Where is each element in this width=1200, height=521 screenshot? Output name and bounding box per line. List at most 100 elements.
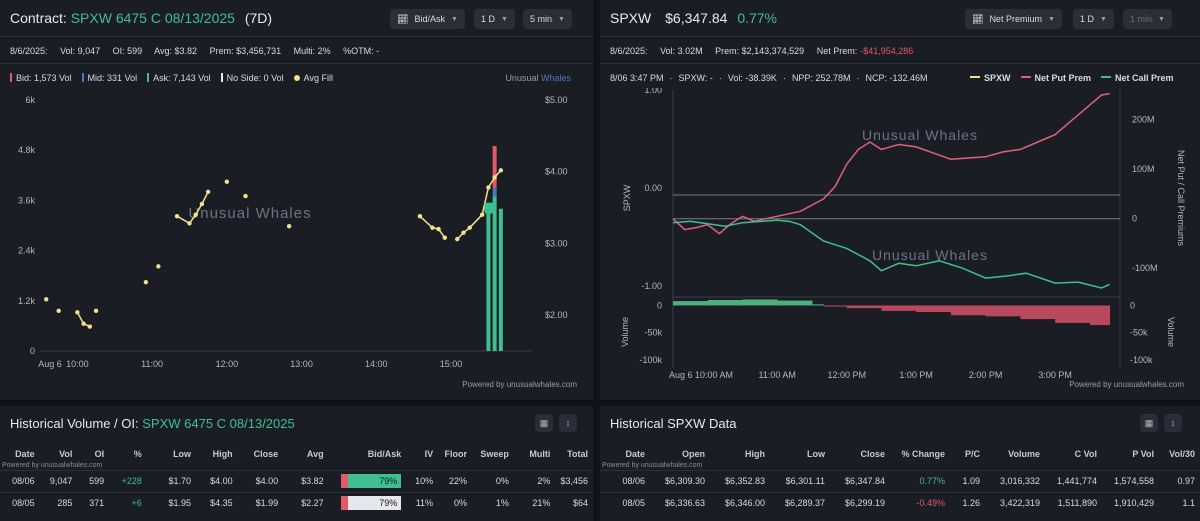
column-header[interactable]: High [212,449,233,459]
legend-ask[interactable]: Ask: 7,143 Vol [147,73,211,83]
powered-by[interactable]: Powered by unusualwhales.com [602,461,703,469]
contract-chart[interactable]: 0 1.2k 2.4k 3.6k 4.8k 6k $2.00 $3.00 $4.00 $5.00 A… [0,88,593,388]
column-header[interactable]: Floor [444,449,468,459]
chevron-down-icon: ▼ [1047,15,1055,23]
column-header[interactable]: Total [567,449,588,459]
spxw-title: SPXW $6,347.84 0.77% [610,10,777,26]
expand-icon[interactable]: ↕ [559,414,577,432]
column-header[interactable]: Multi [529,449,551,459]
table-cell: 1.1 [1159,491,1200,514]
avg-fill-point [492,175,497,180]
volume-area-segment [881,305,917,311]
avg-fill-point [75,310,80,315]
column-header[interactable]: Date [625,449,645,459]
expand-icon[interactable]: ↕ [1164,414,1182,432]
spxw-ticker[interactable]: SPXW [610,10,652,26]
column-header[interactable]: High [745,449,765,459]
range-value: 1 D [481,14,496,24]
divider [600,63,1200,64]
legend-no-side[interactable]: No Side: 0 Vol [220,73,284,83]
volume-area-segment [916,305,952,312]
contract-symbol[interactable]: SPXW 6475 C 08/13/2025 [70,10,235,26]
column-header[interactable]: % [133,449,142,459]
legend-ncp[interactable]: Net Call Prem [1101,73,1174,83]
column-header[interactable]: IV [424,449,434,459]
interval-dropdown[interactable]: 5 min ▼ [523,9,572,29]
calendar-icon[interactable]: ▦ [1140,414,1158,432]
powered-by[interactable]: Powered by unusualwhales.com [1069,380,1184,389]
stat-avg: Avg: $3.82 [154,46,198,56]
volume-area-segment [950,305,987,316]
table-row[interactable]: 08/05 285 371 +6 $1.95 $4.35 $1.99 $2.27 79% 11% 0… [0,491,593,514]
metric-dropdown[interactable]: 📈︎ Net Premium ▼ [965,9,1062,29]
legend-mid[interactable]: Mid: 331 Vol [81,73,137,83]
historical-spxw-table: Date Open High Low Close % Change P/C Volume C V… [600,447,1200,514]
table-cell: 22% [438,469,472,492]
column-header[interactable]: Low [807,449,825,459]
column-header[interactable]: Low [173,449,192,459]
powered-by[interactable]: Powered by unusualwhales.com [2,461,103,469]
interval-dropdown[interactable]: 1 min ▼ [1123,9,1172,29]
calendar-icon[interactable]: ▦ [535,414,553,432]
column-header[interactable]: Vol [59,449,73,459]
column-header[interactable]: Vol/30 [1169,449,1195,459]
table-cell: $6,301.11 [770,469,830,492]
column-header[interactable]: Date [15,449,35,459]
spxw-change: 0.77% [737,10,778,26]
column-header[interactable]: Sweep [480,449,509,459]
watermark: Unusual Whales [872,247,988,263]
table-cell: $6,346.00 [710,491,770,514]
chevron-down-icon: ▼ [1158,15,1165,23]
column-header[interactable]: OI [94,449,105,459]
x-tick-label: 14:00 [365,359,388,369]
bid-ask-bar: 79% [341,474,402,488]
column-header[interactable]: Bid/Ask [367,449,402,459]
table-row[interactable]: 08/05 $6,336.63 $6,346.00 $6,289.37 $6,299.1… [600,491,1200,514]
powered-by[interactable]: Powered by unusualwhales.com [462,380,577,389]
table-cell: +228 [109,469,147,492]
table-cell: 371 [77,491,110,514]
table-cell: 0.77% [890,469,950,492]
table-cell: 3,422,319 [985,491,1045,514]
avg-fill-point [44,297,49,302]
volume-area-segment [673,301,709,306]
legend-avg-fill[interactable]: Avg Fill [293,73,333,83]
table-row[interactable]: 08/06 $6,309.30 $6,352.83 $6,301.11 $6,347.8… [600,469,1200,492]
column-header[interactable]: Open [681,449,705,459]
column-header[interactable]: Close [253,449,279,459]
table-cell: 11% [406,491,439,514]
table-cell: 9,047 [39,469,78,492]
legend-npp[interactable]: Net Put Prem [1020,73,1091,83]
tooltip-ncp: NCP: -132.46M [865,73,928,83]
spxw-legend: SPXW Net Put Prem Net Call Prem [970,73,1174,83]
column-header[interactable]: Avg [306,449,324,459]
avg-fill-point [187,221,192,226]
column-header[interactable]: P Vol [1132,449,1154,459]
legend-spxw[interactable]: SPXW [970,73,1011,83]
y-tick-label: 1.2k [18,296,36,306]
column-header[interactable]: Close [860,449,885,459]
table-cell: $4.35 [196,491,238,514]
contract-legend: Bid: 1,573 Vol Mid: 331 Vol Ask: 7,143 V… [10,73,333,83]
column-header[interactable]: P/C [964,449,980,459]
tooltip-spxw: SPXW: - [678,73,713,83]
legend-bid[interactable]: Bid: 1,573 Vol [10,73,72,83]
volume-area-segment [811,304,825,306]
range-dropdown[interactable]: 1 D ▼ [1073,9,1114,29]
volume-area-segment [1055,305,1091,323]
stat-date: 8/6/2025: [610,46,648,56]
table-row[interactable]: 08/06 9,047 599 +228 $1.70 $4.00 $4.00 $3.82 79%… [0,469,593,492]
avg-fill-point [193,212,198,217]
volume-bar-ask [498,208,503,351]
volume-bar-mid [492,187,497,197]
table-cell: 08/05 [600,491,650,514]
net-premium-chart[interactable]: -1.00 0.00 1.00 SPXW -100M 0 100M 200M Net Put /… [600,88,1200,388]
table-cell: $6,309.30 [650,469,710,492]
chart-type-dropdown[interactable]: 📈︎ Bid/Ask ▼ [390,9,465,29]
range-dropdown[interactable]: 1 D ▼ [474,9,515,29]
column-header[interactable]: Volume [1008,449,1040,459]
column-header[interactable]: % Change [901,449,945,459]
avg-fill-point [455,236,460,242]
spxw-chart-panel: SPXW $6,347.84 0.77% 📈︎ Net Premium ▼ 1 … [600,0,1200,400]
column-header[interactable]: C Vol [1074,449,1097,459]
